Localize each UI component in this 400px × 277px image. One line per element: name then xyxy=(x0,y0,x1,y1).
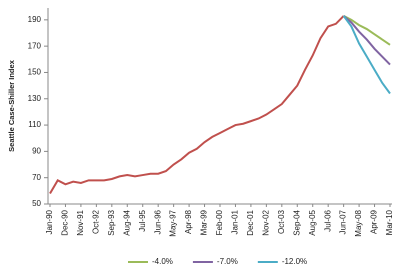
legend-label: -7.0% xyxy=(217,257,238,266)
x-tick-label: Feb-00 xyxy=(215,209,224,235)
y-tick-label: 110 xyxy=(28,120,41,129)
y-tick-label: 150 xyxy=(28,68,42,77)
y-tick-label: 190 xyxy=(28,15,42,24)
x-tick-label: Jan-01 xyxy=(231,209,240,234)
x-tick-label: Sep-93 xyxy=(107,209,116,235)
x-tick-label: Apr-98 xyxy=(184,209,193,234)
x-tick-label: Jul-95 xyxy=(138,209,147,231)
y-tick-label: 70 xyxy=(32,173,41,182)
x-tick-label: Oct-92 xyxy=(91,209,100,234)
x-tick-label: Oct-03 xyxy=(277,209,286,234)
x-tick-label: May-08 xyxy=(354,209,363,236)
x-tick-label: Jan-90 xyxy=(45,209,54,234)
x-tick-label: Mar-99 xyxy=(200,209,209,235)
legend-label: -12.0% xyxy=(282,257,307,266)
x-tick-label: Jun-96 xyxy=(153,209,162,234)
line-series xyxy=(49,15,345,194)
line-series xyxy=(343,15,391,46)
line-series xyxy=(342,15,391,95)
x-tick-label: Aug-94 xyxy=(122,209,131,235)
x-tick-label: Aug-05 xyxy=(308,209,317,235)
y-tick-label: 130 xyxy=(28,94,42,103)
x-tick-label: Dec-90 xyxy=(61,209,70,235)
y-tick-label: 170 xyxy=(28,41,42,50)
y-axis-label: Seattle Case-Shiller Index xyxy=(7,59,16,152)
x-tick-label: Dec-01 xyxy=(246,209,255,235)
x-tick-label: Jul-06 xyxy=(323,209,332,231)
y-tick-label: 90 xyxy=(32,146,41,155)
x-tick-label: Apr-09 xyxy=(370,209,379,234)
x-tick-label: Mar-10 xyxy=(385,209,394,235)
x-tick-label: Jun-07 xyxy=(339,209,348,234)
x-tick-label: Nov-91 xyxy=(76,209,85,235)
line-series xyxy=(342,15,391,66)
x-tick-label: Nov-02 xyxy=(261,209,270,235)
x-tick-label: Sep-04 xyxy=(292,209,301,235)
y-tick-label: 50 xyxy=(32,199,41,208)
legend-label: -4.0% xyxy=(152,257,173,266)
x-tick-label: May-97 xyxy=(169,209,178,236)
